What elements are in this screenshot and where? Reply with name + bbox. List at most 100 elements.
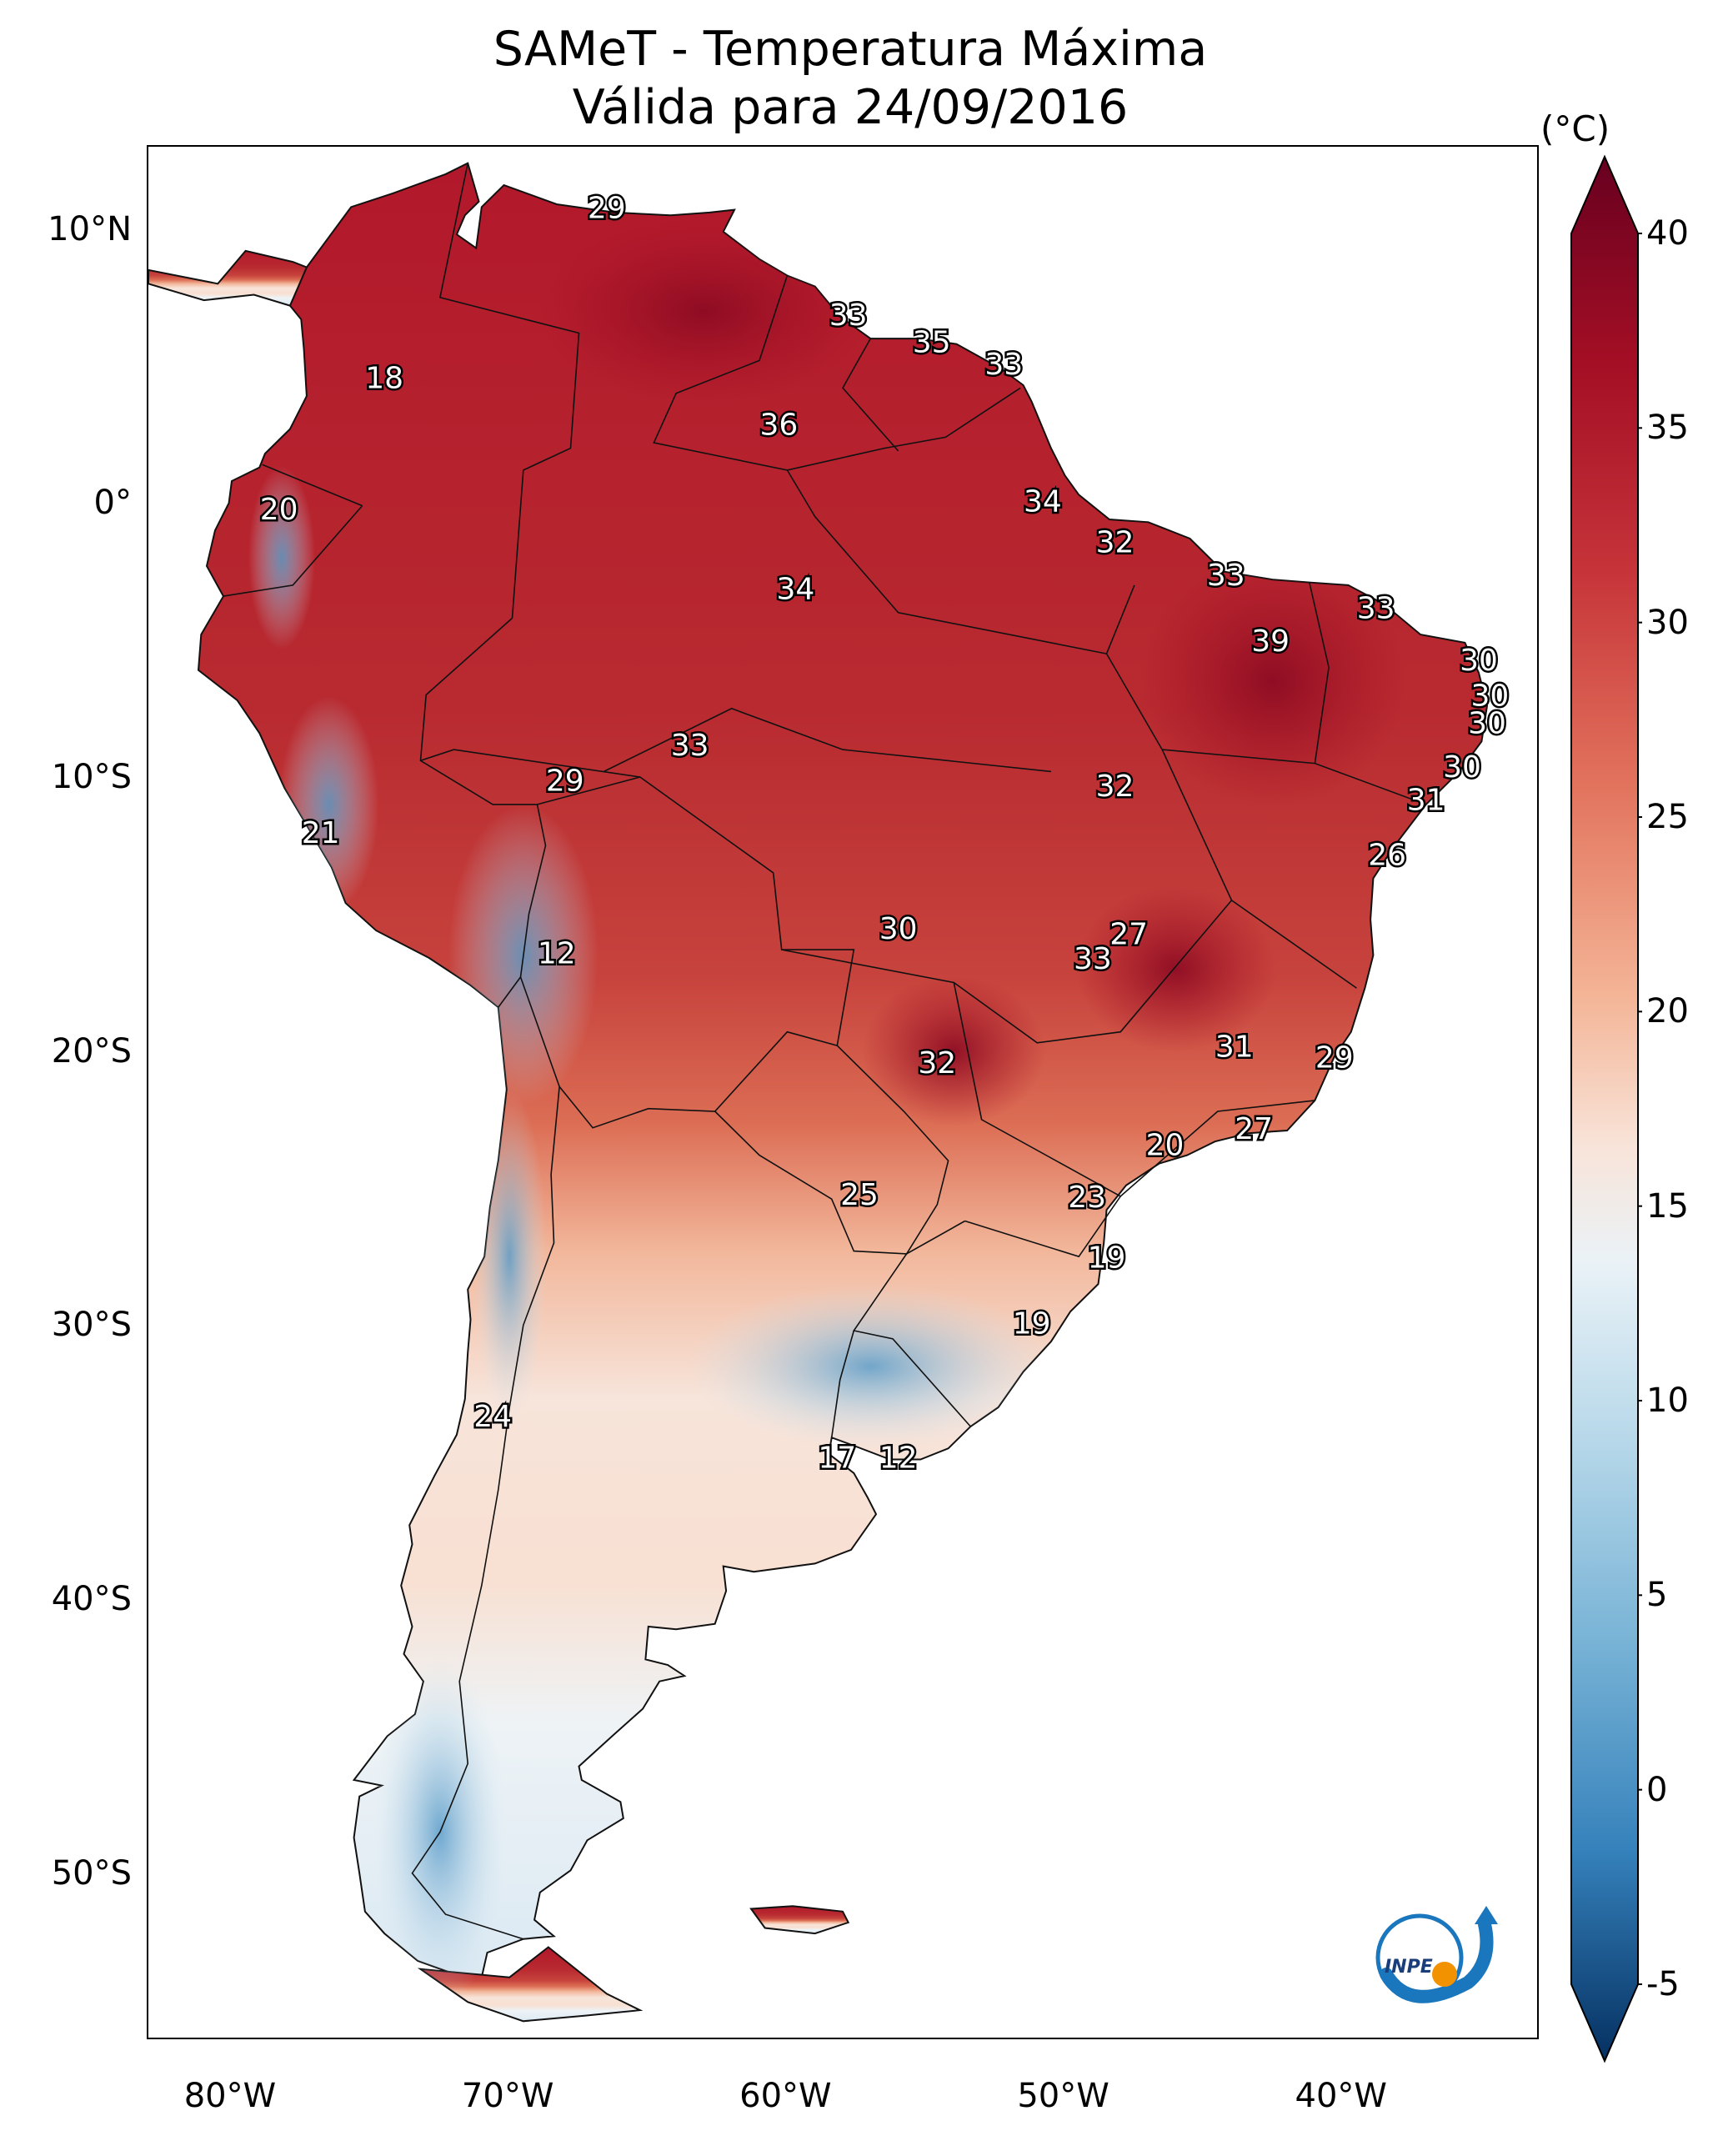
lon-label-50w: 50°W (1017, 2077, 1109, 2115)
lon-label-60w: 60°W (739, 2077, 832, 2115)
station-label: 39 (1251, 624, 1290, 659)
station-label: 33 (671, 729, 709, 763)
station-label: 33 (984, 348, 1023, 382)
colorbar-tick-label: 20 (1646, 992, 1689, 1031)
lat-label-30s: 30°S (51, 1306, 132, 1345)
station-label: 21 (302, 816, 340, 850)
colorbar-tick-label: 40 (1646, 214, 1689, 253)
lon-label-80w: 80°W (183, 2077, 277, 2115)
colorbar-tick-label: 5 (1646, 1576, 1668, 1615)
minas-hot-region (1075, 885, 1276, 1053)
station-label: 18 (365, 361, 403, 395)
continent-landmass (148, 162, 1489, 2023)
colorbar-tick-label: 10 (1646, 1381, 1689, 1420)
station-label: 24 (473, 1400, 512, 1434)
uruguay-cool-region (687, 1282, 1054, 1450)
border-line (438, 163, 580, 619)
lat-label-40s: 40°S (51, 1580, 132, 1619)
lat-label-20s: 20°S (51, 1031, 132, 1070)
colorbar-tick-label: 30 (1646, 603, 1689, 642)
station-label: 33 (1207, 559, 1245, 593)
border-line (604, 707, 1051, 773)
map-title: SAMeT - Temperatura Máxima (493, 22, 1208, 77)
station-label: 29 (1315, 1041, 1354, 1075)
station-label: 23 (1068, 1181, 1106, 1215)
station-label: 33 (829, 298, 868, 333)
station-label: 17 (818, 1442, 856, 1476)
station-label: 33 (1357, 592, 1395, 626)
falkland-islands (749, 1905, 850, 1935)
colorbar-tick-label: 35 (1646, 409, 1689, 448)
station-label: 30 (1460, 644, 1498, 678)
inpe-logo: INPE (1375, 1906, 1498, 2003)
colorbar-tick-label: 25 (1646, 798, 1689, 836)
lon-label-70w: 70°W (461, 2077, 554, 2115)
border-line (411, 1086, 560, 1940)
border-line (781, 584, 1233, 1044)
border-line (223, 505, 363, 597)
colorbar-fill (1570, 154, 1639, 2063)
station-label: 36 (759, 408, 798, 442)
station-label: 12 (538, 937, 576, 971)
tierra-del-fuego (417, 1946, 644, 2023)
station-label: 32 (1096, 526, 1134, 560)
station-label: 32 (918, 1046, 956, 1081)
colorbar-tick-label: -5 (1646, 1965, 1680, 2003)
border-line (830, 1330, 855, 1438)
station-label: 29 (588, 192, 626, 226)
station-label: 33 (1074, 942, 1112, 976)
station-label: 12 (879, 1442, 918, 1476)
station-label: 27 (1109, 918, 1148, 952)
venezuela-hot-region (537, 219, 871, 404)
colorbar (1570, 154, 1642, 2063)
border-line (1309, 582, 1330, 764)
station-label: 34 (776, 573, 814, 607)
station-label: 19 (1088, 1241, 1126, 1276)
border-line (420, 749, 640, 778)
border-line (842, 338, 899, 452)
colorbar-tick-label: 0 (1646, 1770, 1668, 1809)
map-subtitle: Válida para 24/09/2016 (572, 80, 1129, 135)
station-label: 30 (1470, 679, 1509, 714)
piaui-hot-region (1139, 555, 1407, 806)
lat-label-50s: 50°S (51, 1853, 132, 1893)
border-line (519, 776, 855, 1129)
station-label: 29 (546, 765, 584, 799)
station-label: 35 (913, 326, 951, 360)
lat-label-0: 0° (93, 484, 132, 523)
lat-label-10n: 10°N (48, 209, 132, 248)
border-line (262, 464, 363, 507)
station-label: 31 (1407, 784, 1445, 818)
border-line (1231, 900, 1357, 989)
inpe-logo-text: INPE (1385, 1957, 1433, 1978)
south-america-outline (197, 162, 1489, 1978)
station-label: 30 (1468, 707, 1506, 741)
station-label: 19 (1013, 1306, 1051, 1341)
station-label: 30 (1443, 750, 1481, 785)
border-line (786, 469, 1107, 654)
lon-label-40w: 40°W (1295, 2077, 1387, 2115)
station-label: 27 (1235, 1112, 1273, 1146)
mato-grosso-sul-hot-region (862, 975, 1046, 1126)
station-label: 30 (879, 912, 918, 946)
lat-label-10s: 10°S (51, 758, 132, 796)
station-label: 34 (1024, 484, 1062, 519)
map-frame: 29 18 33 35 33 36 20 34 32 34 33 33 39 30 30 30 33 29 32 30… (147, 145, 1539, 2039)
country-borders (223, 163, 1426, 1940)
station-label: 20 (1146, 1129, 1185, 1163)
colorbar-unit: (°C) (1540, 108, 1610, 149)
chile-andes-cold-region (472, 1090, 548, 1424)
station-label: 20 (260, 493, 298, 527)
colorbar-tick-label: 15 (1646, 1186, 1689, 1226)
station-label: 26 (1368, 838, 1406, 872)
border-line (852, 1220, 971, 1427)
ecuador-andes-cold-region (248, 466, 315, 650)
border-line (1119, 1100, 1315, 1197)
station-label: 31 (1215, 1030, 1254, 1064)
border-line (653, 275, 1021, 471)
station-label: 25 (840, 1178, 879, 1212)
station-label: 32 (1096, 770, 1134, 804)
panama-isthmus (148, 249, 308, 307)
